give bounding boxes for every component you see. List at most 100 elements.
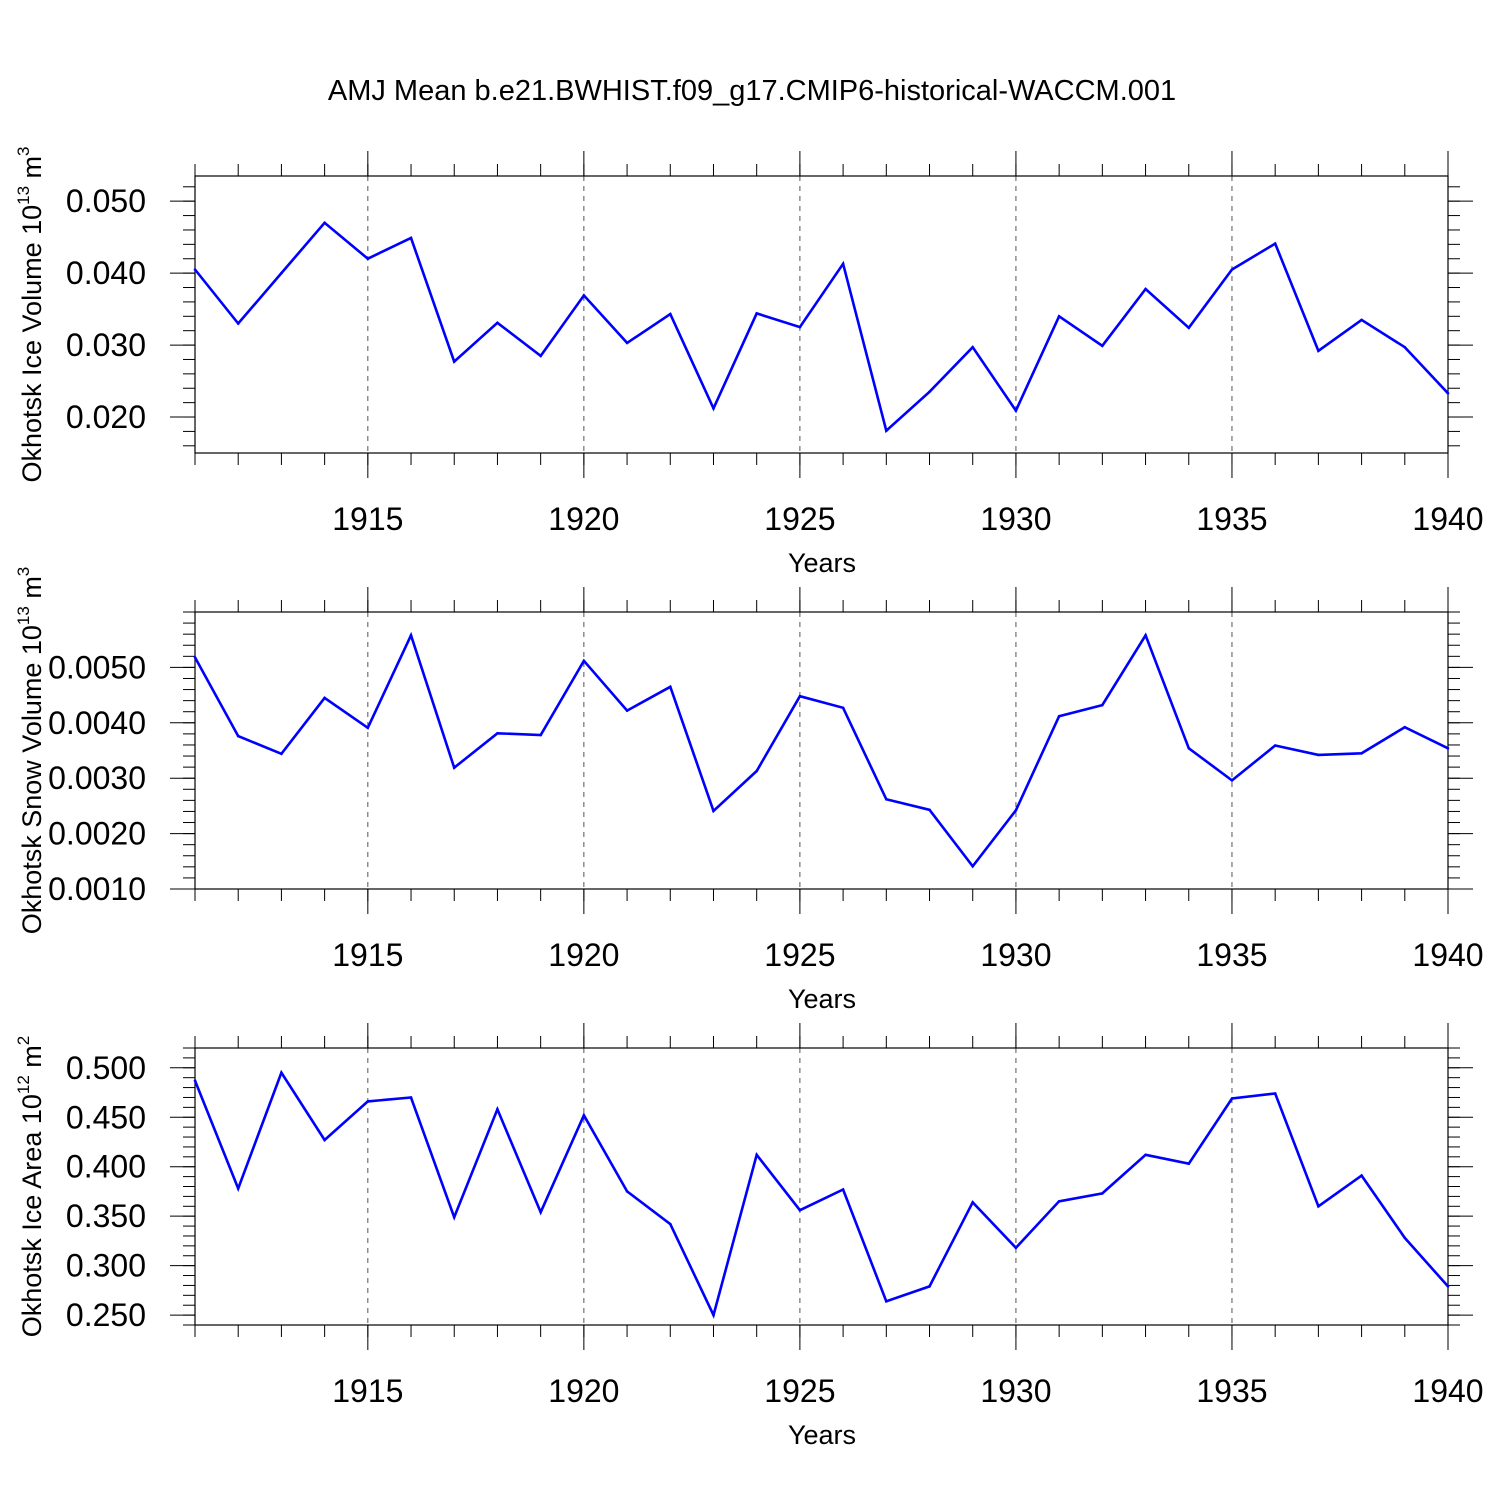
data-point [885, 1300, 888, 1303]
plot-frame [194, 175, 1449, 454]
x-tick-label: 1935 [1196, 501, 1267, 537]
data-point [1187, 1162, 1191, 1165]
data-point [1187, 747, 1191, 750]
data-point [280, 1071, 283, 1074]
data-point [1360, 1174, 1363, 1177]
data-point [496, 321, 499, 325]
x-axis-label: Years [788, 548, 856, 578]
data-point [193, 656, 197, 659]
data-point [236, 322, 240, 325]
x-tick-label: 1940 [1412, 937, 1483, 973]
data-point [1144, 634, 1147, 637]
data-point [928, 808, 931, 812]
data-point [1144, 1153, 1147, 1157]
x-tick-label: 1935 [1196, 1373, 1267, 1409]
data-point [1446, 747, 1450, 750]
data-point [236, 1187, 240, 1190]
x-tick-label: 1915 [332, 1373, 403, 1409]
chart-panels: 1915 1920 1925 1930 1935 1940 0.020 0.030 0.040 0… [14, 146, 1484, 1450]
data-point [323, 1138, 326, 1142]
data-point [323, 221, 326, 225]
y-tick-label: 0.0050 [48, 649, 146, 685]
data-point [193, 268, 197, 271]
x-tick-label: 1930 [980, 937, 1051, 973]
data-point [1403, 725, 1407, 729]
chart-title: AMJ Mean b.e21.BWHIST.f09_g17.CMIP6-hist… [328, 75, 1176, 107]
x-tick-label: 1915 [332, 937, 403, 973]
series-line [193, 220, 1449, 434]
data-point [971, 345, 974, 349]
y-tick-label: 0.0020 [48, 816, 146, 852]
data-point [971, 1201, 974, 1204]
data-point [1317, 753, 1320, 757]
y-tick-label: 0.020 [66, 399, 146, 435]
data-point [582, 294, 586, 297]
x-tick-label: 1930 [980, 501, 1051, 537]
y-tick-label: 0.0010 [48, 871, 146, 907]
data-point [798, 694, 802, 698]
data-point [409, 236, 413, 240]
data-point [885, 798, 888, 801]
data-point [1101, 703, 1104, 707]
data-point [1230, 1097, 1234, 1100]
data-point [1446, 392, 1450, 395]
data-point [323, 696, 326, 700]
data-point [582, 1114, 586, 1117]
data-point [539, 354, 542, 358]
x-tick-label: 1915 [332, 501, 403, 537]
y-tick-label: 0.0040 [48, 705, 146, 741]
data-point [755, 1153, 758, 1157]
data-point [193, 1079, 197, 1082]
data-point [841, 706, 845, 710]
data-point [452, 1215, 456, 1219]
x-tick-label: 1920 [548, 1373, 619, 1409]
data-point [366, 1100, 370, 1103]
chart-panel-3: 1915 1920 1925 1930 1935 1940 0.250 0.300 0.350 0… [14, 1023, 1484, 1450]
x-tick-label: 1920 [548, 937, 619, 973]
data-point [712, 809, 715, 813]
y-tick-label: 0.0030 [48, 760, 146, 796]
data-point [1403, 345, 1407, 349]
data-point [928, 1285, 931, 1288]
data-point [1014, 409, 1018, 412]
y-tick-label: 0.450 [66, 1099, 146, 1135]
x-tick-label: 1940 [1412, 1373, 1483, 1409]
data-point [928, 390, 931, 394]
data-point [539, 1210, 542, 1214]
y-tick-label: 0.040 [66, 255, 146, 291]
y-tick-label: 0.400 [66, 1149, 146, 1185]
data-point [1057, 1200, 1061, 1203]
data-point [1360, 318, 1363, 322]
x-tick-label: 1935 [1196, 937, 1267, 973]
data-point [452, 360, 456, 363]
x-tick-label: 1920 [548, 501, 619, 537]
data-point [798, 325, 802, 329]
y-tick-label: 0.030 [66, 327, 146, 363]
y-tick-label: 0.300 [66, 1248, 146, 1284]
series-line [193, 631, 1449, 869]
data-point [1014, 809, 1018, 812]
x-tick-label: 1930 [980, 1373, 1051, 1409]
data-point [1317, 1205, 1320, 1208]
data-point [280, 752, 283, 756]
plot-frame [194, 1047, 1449, 1326]
data-point [582, 659, 586, 663]
data-point [1273, 744, 1277, 747]
chart-panel-1: 1915 1920 1925 1930 1935 1940 0.020 0.030 0.040 0… [14, 146, 1484, 578]
data-point [1230, 779, 1234, 782]
y-axis-label: Okhotsk Ice Area 1012 m2 [14, 1036, 47, 1338]
data-point [625, 709, 629, 712]
chart-panel-2: 1915 1920 1925 1930 1935 1940 0.0010 0.0020 0.00… [14, 567, 1484, 1014]
data-point [366, 257, 370, 261]
data-point [1317, 349, 1320, 353]
data-point [1230, 268, 1234, 271]
data-point [1057, 714, 1061, 718]
y-tick-label: 0.250 [66, 1297, 146, 1333]
data-point [1446, 1285, 1450, 1288]
data-point [669, 1222, 672, 1226]
y-axis-label: Okhotsk Snow Volume 1013 m3 [14, 567, 47, 935]
data-point [1403, 1236, 1407, 1240]
x-axis-label: Years [788, 1420, 856, 1450]
data-point [885, 429, 888, 433]
